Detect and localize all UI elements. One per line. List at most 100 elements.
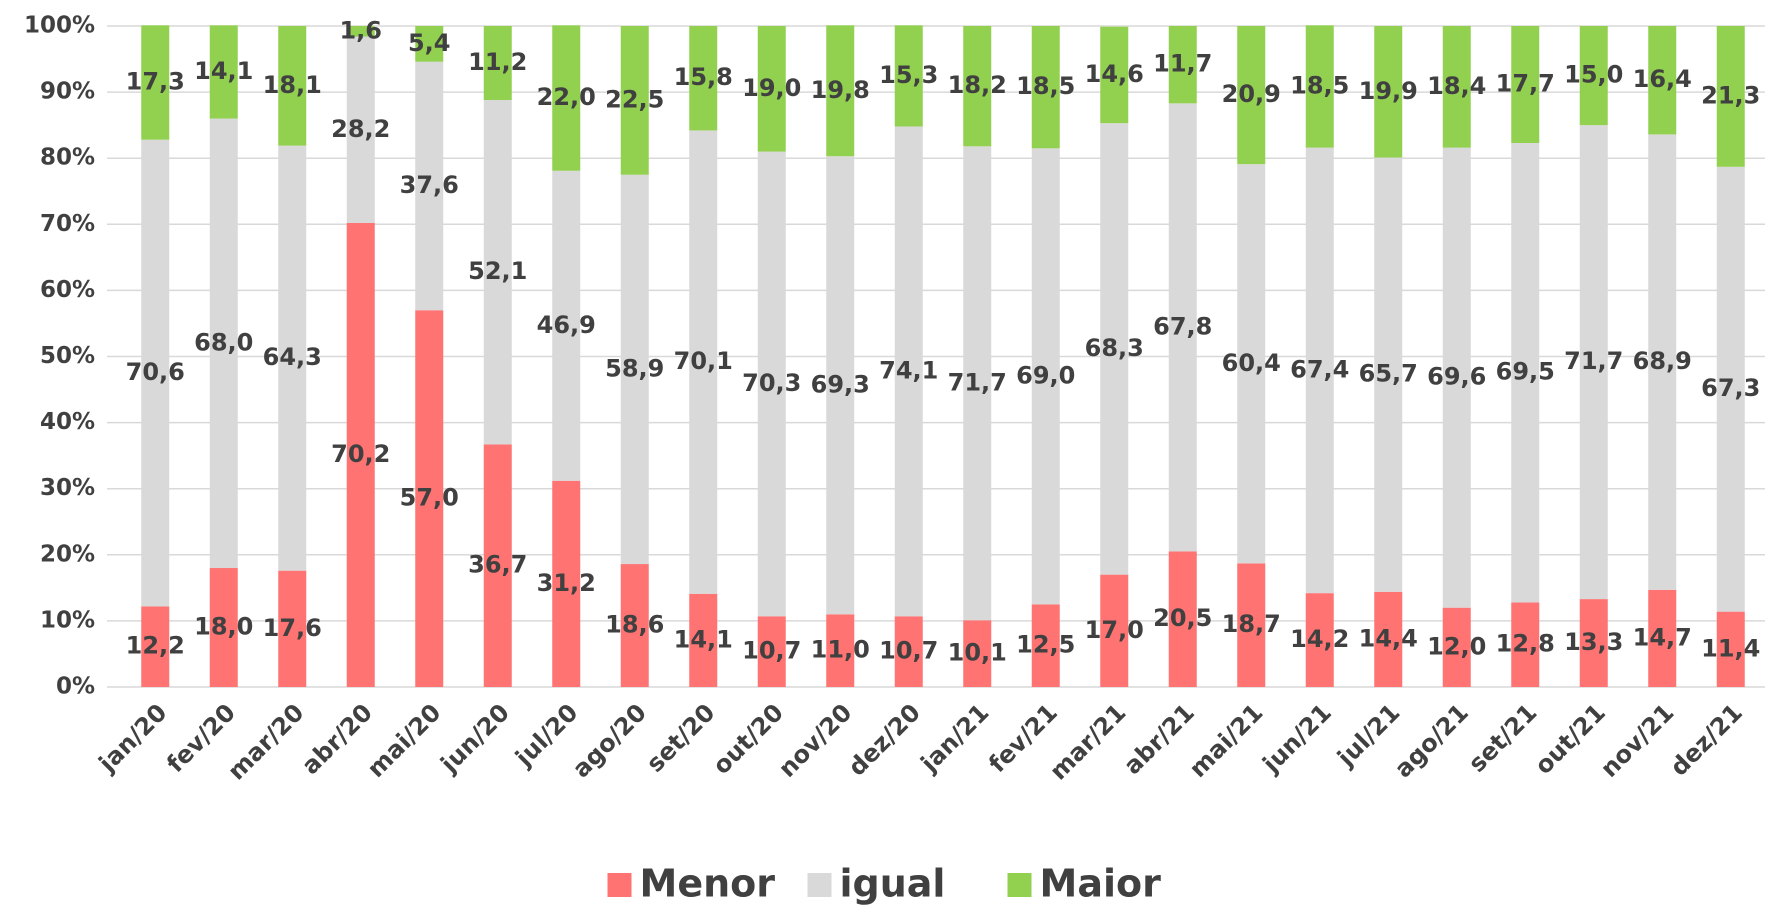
data-label: 5,4 [408,29,451,57]
bar-segment [963,26,992,147]
data-label: 11,7 [1153,50,1212,78]
bar-segment [415,61,444,311]
bar-segment [1168,26,1197,104]
data-label: 31,2 [537,569,596,597]
y-tick-label: 80% [40,145,95,171]
data-label: 15,8 [674,63,733,91]
data-label: 17,0 [1085,616,1144,644]
bar-segment [552,170,581,481]
x-tick-label: mai/21 [1184,698,1269,783]
bar-segment [1305,147,1334,594]
bar-segment [963,620,992,687]
bar-segment [689,26,718,131]
data-label: 18,1 [263,71,322,99]
data-label: 65,7 [1359,360,1418,388]
data-label: 22,5 [605,85,664,113]
bar-segment [1442,26,1471,148]
bar-segment [1511,142,1540,603]
bar-segment [1305,593,1334,687]
x-tick-label: dez/21 [1665,698,1748,781]
x-tick-label: mar/21 [1044,698,1131,785]
bar-segment [1716,611,1745,687]
bar-segment [894,25,923,127]
y-tick-label: 60% [40,277,95,303]
bar-segment [141,25,170,140]
bar-segment [552,480,581,687]
data-label: 11,4 [1701,634,1760,662]
bar-segment [552,25,581,171]
x-tick-label: nov/21 [1595,698,1679,782]
bar-segment [1100,574,1129,687]
bar-segment [1442,607,1471,687]
bar-segment [1648,26,1677,135]
bar-segment [209,25,238,119]
legend-swatch [807,873,832,897]
data-label: 14,6 [1085,60,1144,88]
x-tick-label: nov/20 [773,698,857,782]
bar-segment [1100,123,1129,575]
data-label: 10,7 [742,637,801,665]
bar-segment [278,26,307,146]
bar-segment [620,564,649,687]
data-label: 18,2 [948,71,1007,99]
bar-segment [415,310,444,687]
bar-segment [1100,26,1129,124]
bar-segment [483,100,512,445]
data-label: 28,2 [331,115,390,143]
bar-segment [1716,166,1745,612]
y-tick-label: 0% [56,674,95,700]
bar-segment [620,26,649,175]
data-label: 18,7 [1222,610,1281,638]
data-label: 69,5 [1496,358,1555,386]
bar-segment [1237,164,1266,564]
data-label: 67,4 [1290,355,1349,383]
bar-segment [141,139,170,607]
bar-segment [1237,26,1266,165]
data-label: 14,1 [674,625,733,653]
bar-segment [346,222,375,687]
data-label: 58,9 [605,354,664,382]
bar-segment [209,568,238,687]
x-tick-label: ago/20 [567,698,652,783]
data-label: 19,0 [742,74,801,102]
data-label: 69,0 [1016,361,1075,389]
data-label: 12,8 [1496,630,1555,658]
data-label: 18,5 [1016,72,1075,100]
bar-segment [278,145,307,571]
bar-segment [346,36,375,223]
bar-segment [757,151,786,617]
data-label: 13,3 [1564,628,1623,656]
bar-segment [415,26,444,62]
x-tick-label: set/20 [641,698,720,777]
y-tick-label: 70% [40,211,95,237]
x-tick-label: jun/20 [435,698,515,778]
bar-segment [1511,602,1540,687]
bar-segment [1648,134,1677,590]
bar-segment [1511,26,1540,143]
legend-swatch [1007,873,1032,897]
data-label: 15,0 [1564,61,1623,89]
data-label: 16,4 [1633,65,1692,93]
data-label: 14,1 [194,57,253,85]
data-label: 12,2 [126,632,185,660]
data-label: 37,6 [400,171,459,199]
data-label: 19,8 [811,76,870,104]
data-label: 11,0 [811,636,870,664]
y-tick-label: 90% [40,79,95,105]
x-tick-label: mar/20 [222,698,309,785]
data-label: 22,0 [537,83,596,111]
data-label: 60,4 [1222,349,1281,377]
bar-segment [1031,26,1060,149]
data-label: 10,1 [948,639,1007,667]
bar-segment [1374,591,1403,687]
y-tick-label: 50% [40,343,95,369]
data-label: 68,3 [1085,334,1144,362]
legend-label: Menor [640,862,776,906]
bar-segment [1305,25,1334,148]
bar-segment [757,616,786,687]
data-label: 69,3 [811,370,870,398]
bar-segment [826,25,855,157]
bar-segment [483,444,512,687]
bar-segment [1716,26,1745,167]
